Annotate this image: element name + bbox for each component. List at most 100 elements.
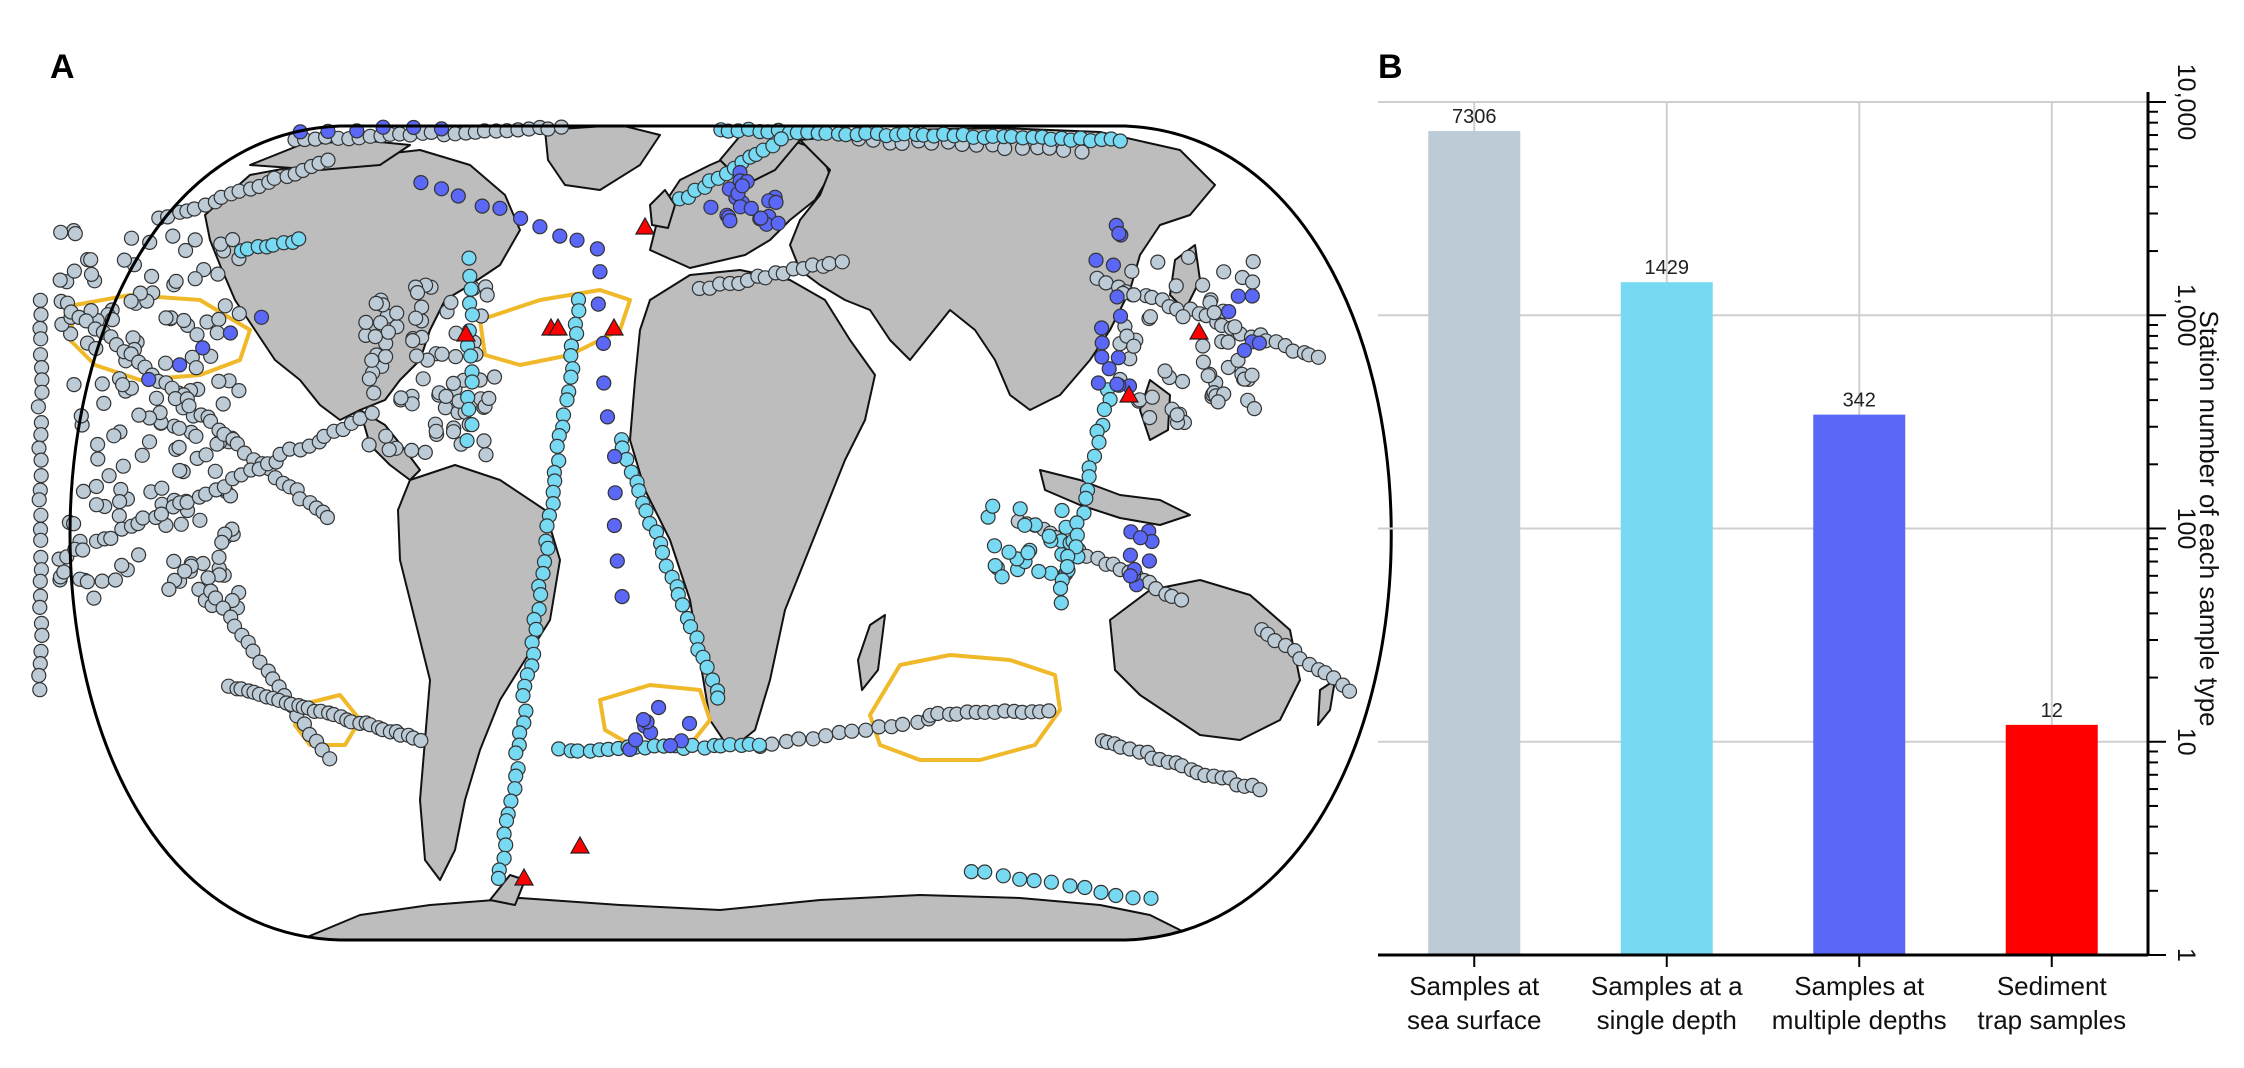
station-surface-279 (33, 468, 49, 484)
station-surface-289 (32, 599, 48, 616)
station-multi-962 (609, 553, 625, 569)
station-surface-79 (115, 458, 131, 474)
station-surface-600 (805, 731, 821, 747)
station-surface-336 (443, 294, 459, 310)
station-surface-427 (320, 152, 336, 168)
station-surface-521 (1227, 319, 1243, 335)
station-single-678 (540, 540, 556, 556)
y-tick-label-0: 1 (2172, 948, 2200, 962)
station-surface-524 (1206, 305, 1222, 321)
bar-3 (2005, 724, 2098, 955)
station-surface-492 (1124, 263, 1140, 279)
station-surface-135 (172, 462, 188, 479)
station-multi-979 (433, 121, 450, 137)
station-single-894 (464, 417, 480, 433)
station-multi-901 (512, 210, 529, 226)
station-single-734 (551, 741, 567, 757)
station-surface-380 (364, 405, 380, 421)
category-label-2-line-0: Samples at (1794, 971, 1925, 1001)
station-surface-70 (75, 483, 92, 499)
station-surface-514 (1141, 410, 1158, 426)
station-multi-951 (1141, 553, 1158, 569)
station-single-877 (1077, 879, 1093, 896)
station-surface-405 (479, 287, 495, 303)
station-single-665 (559, 392, 575, 408)
station-surface-402 (368, 295, 384, 311)
stations-single-depth (233, 121, 1159, 906)
station-single-891 (464, 374, 480, 390)
station-single-755 (751, 737, 768, 753)
station-multi-896 (413, 175, 429, 191)
station-surface-55 (176, 312, 192, 329)
station-single-669 (549, 438, 565, 454)
land-british-isles (649, 189, 676, 229)
station-surface-529 (1180, 249, 1197, 265)
station-single-817 (1012, 501, 1028, 517)
station-surface-276 (33, 427, 49, 443)
station-single-886 (464, 307, 480, 323)
station-surface-189 (181, 398, 197, 414)
map-land-group (204, 126, 1336, 940)
station-surface-638 (821, 256, 837, 272)
station-single-700 (503, 793, 519, 809)
station-trap-997 (1188, 321, 1210, 340)
station-surface-148 (148, 390, 165, 406)
station-surface-4 (188, 428, 204, 444)
station-multi-937 (1110, 350, 1127, 366)
station-trap-993 (547, 317, 569, 336)
station-single-875 (1043, 874, 1060, 890)
station-surface-132 (114, 377, 131, 393)
region-outline-indian-ocean (868, 653, 1062, 762)
station-multi-961 (606, 517, 623, 534)
station-single-861 (1053, 595, 1069, 611)
station-multi-898 (450, 188, 466, 204)
station-surface-84 (166, 553, 182, 570)
station-multi-984 (1244, 288, 1260, 304)
station-multi-959 (606, 448, 623, 465)
station-trap-996 (1118, 384, 1140, 403)
station-surface-220 (135, 510, 151, 526)
station-surface-595 (1341, 683, 1358, 699)
station-single-682 (532, 586, 549, 603)
station-surface-506 (1216, 264, 1232, 280)
station-multi-897 (433, 181, 450, 197)
station-surface-42 (66, 377, 82, 393)
station-surface-333 (448, 349, 464, 365)
station-surface-282 (33, 507, 49, 523)
station-multi-967 (627, 732, 644, 748)
station-surface-270 (32, 347, 49, 363)
station-surface-247 (207, 590, 224, 606)
station-multi-927 (753, 210, 769, 226)
station-single-730 (699, 659, 715, 675)
station-surface-364 (404, 442, 420, 458)
station-surface-535 (1244, 367, 1260, 383)
station-surface-639 (834, 254, 850, 270)
station-single-893 (461, 401, 477, 417)
station-single-835 (1020, 545, 1036, 561)
station-surface-8 (178, 242, 194, 259)
station-surface-274 (30, 399, 47, 415)
station-surface-395 (378, 349, 394, 365)
bar-value-label-2: 342 (1843, 390, 1876, 412)
station-multi-900 (492, 200, 508, 216)
station-surface-421 (266, 170, 282, 186)
station-multi-926 (743, 200, 759, 216)
station-surface-509 (1168, 278, 1184, 294)
station-single-811 (773, 131, 789, 147)
panel-b-letter: B (1378, 48, 1403, 86)
station-surface-531 (1220, 334, 1236, 350)
station-single-876 (1062, 878, 1078, 894)
station-surface-515 (1126, 287, 1142, 303)
station-surface-295 (32, 682, 48, 698)
station-surface-65 (89, 436, 106, 453)
station-surface-93 (188, 360, 204, 376)
station-surface-156 (210, 266, 226, 282)
station-multi-902 (532, 219, 548, 235)
station-surface-391 (409, 285, 426, 301)
station-single-847 (1091, 434, 1107, 450)
chart-bars (1428, 131, 2098, 956)
station-surface-401 (361, 437, 377, 453)
station-single-856 (1068, 539, 1084, 555)
station-single-702 (498, 813, 515, 829)
